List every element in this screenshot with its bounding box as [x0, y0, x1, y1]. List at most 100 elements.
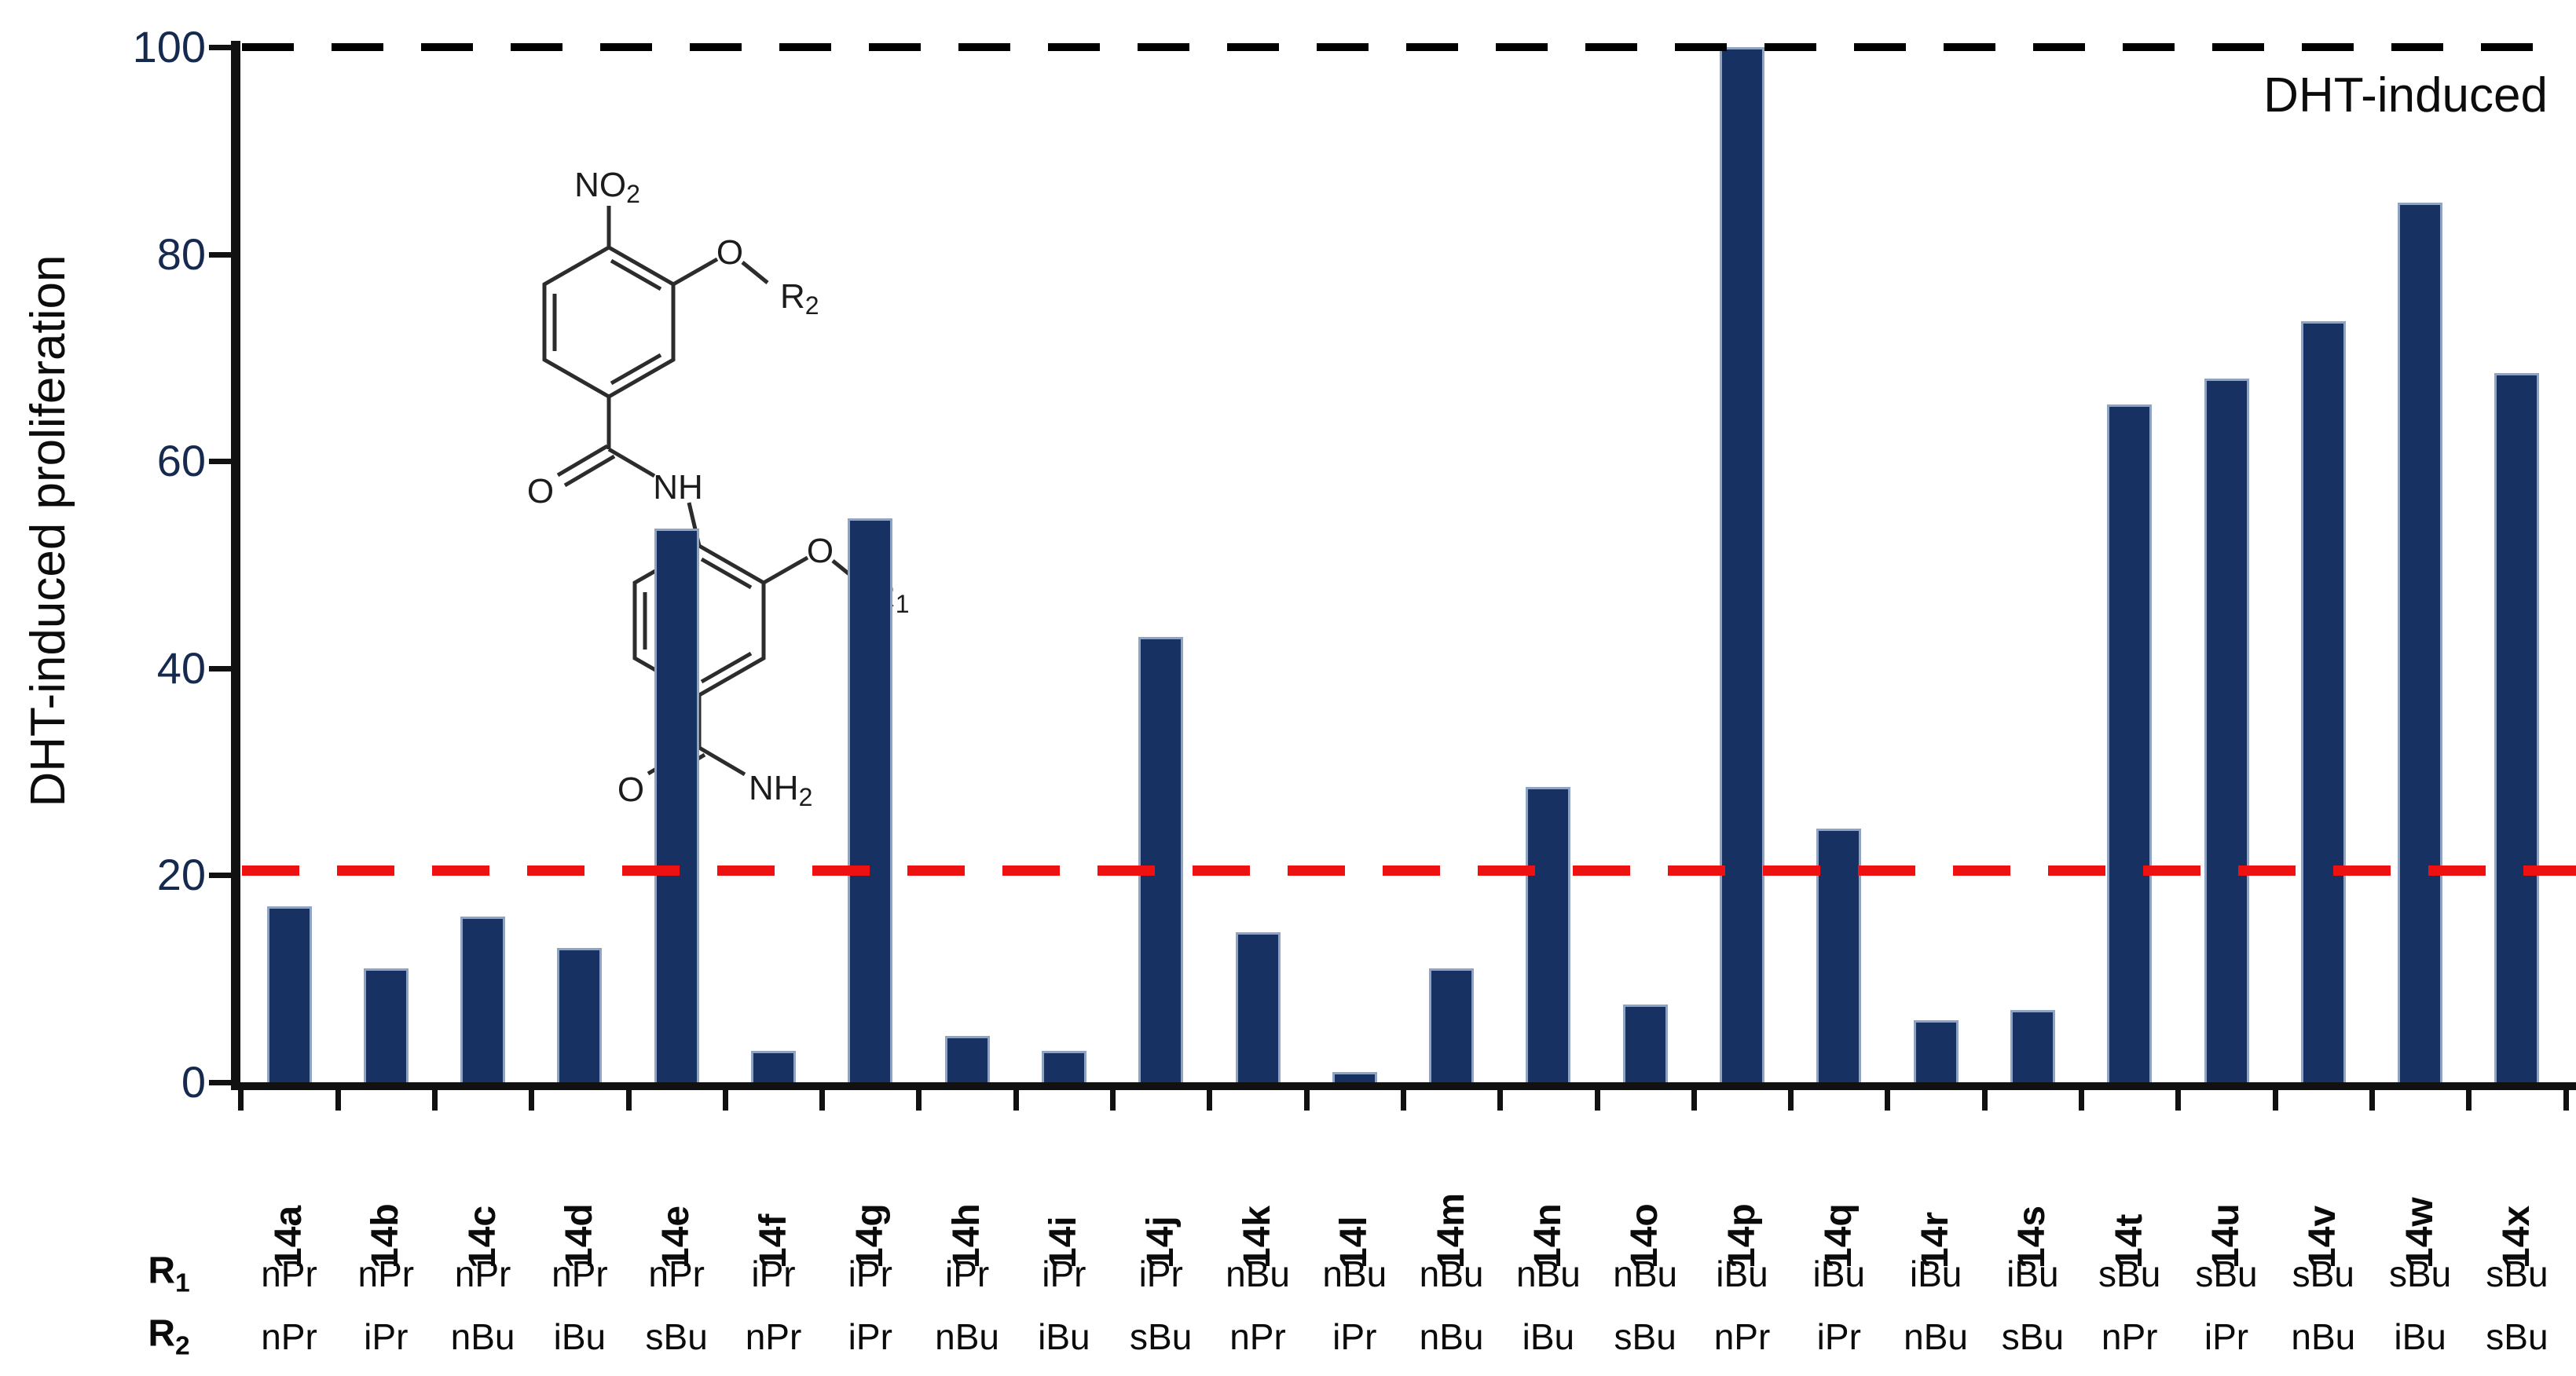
red-threshold-dashed-line	[242, 865, 2576, 876]
y-tick-label-0: 0	[181, 1057, 206, 1107]
r1-value-14a: nPr	[261, 1253, 317, 1294]
x-tick-mark	[529, 1090, 535, 1111]
category-label-14x: 14x	[2495, 1205, 2538, 1268]
category-label-14o: 14o	[1624, 1203, 1666, 1268]
x-axis-line	[231, 1082, 2576, 1090]
r2-value-14t: nPr	[2101, 1316, 2158, 1357]
bar-14g	[848, 518, 893, 1082]
r2-value-14i: iBu	[1038, 1316, 1090, 1357]
category-label-14k: 14k	[1237, 1205, 1278, 1268]
x-tick-mark	[238, 1090, 244, 1111]
r1-value-14k: nBu	[1226, 1253, 1290, 1294]
r2-value-14v: nBu	[2291, 1316, 2356, 1357]
category-label-14e: 14e	[655, 1205, 698, 1268]
r1-value-14m: nBu	[1419, 1253, 1484, 1294]
bar-14t	[2107, 404, 2153, 1082]
dht-100-dashed-line	[242, 43, 2567, 51]
r2-value-14f: nPr	[745, 1316, 802, 1357]
x-tick-mark	[1400, 1090, 1406, 1111]
ether-o-mid-label: O	[807, 532, 834, 570]
x-tick-mark	[1788, 1090, 1794, 1111]
r1-value-14x: sBu	[2486, 1253, 2549, 1294]
r2-value-14p: nPr	[1713, 1316, 1771, 1357]
category-label-14r: 14r	[1915, 1211, 1957, 1268]
r2-value-14g: iPr	[848, 1316, 892, 1357]
bar-14h	[944, 1035, 990, 1082]
category-label-14a: 14a	[268, 1205, 310, 1268]
r1-value-14v: sBu	[2292, 1253, 2354, 1294]
category-label-14n: 14n	[1526, 1203, 1569, 1268]
r2-value-14h: nBu	[935, 1316, 1000, 1357]
r2-header-sub: 2	[174, 1331, 190, 1361]
bar-14a	[266, 906, 312, 1082]
r2-value-14c: nBu	[450, 1316, 515, 1357]
category-label-14p: 14p	[1720, 1203, 1763, 1268]
r2-value-14q: iPr	[1816, 1316, 1861, 1357]
x-tick-mark	[722, 1090, 728, 1111]
y-tick-mark-60	[209, 459, 231, 465]
x-tick-mark	[2079, 1090, 2085, 1111]
r2-value-14u: iPr	[2204, 1316, 2249, 1357]
x-tick-mark	[1594, 1090, 1600, 1111]
x-tick-mark	[1885, 1090, 1891, 1111]
x-tick-mark	[916, 1090, 922, 1111]
x-tick-mark	[1013, 1090, 1019, 1111]
bar-14e	[654, 528, 699, 1082]
r1-value-14t: sBu	[2098, 1253, 2161, 1294]
r2-header-text: R	[148, 1312, 175, 1355]
x-tick-mark	[625, 1090, 632, 1111]
y-tick-mark-0	[209, 1080, 231, 1085]
r2-value-14m: nBu	[1419, 1316, 1484, 1357]
category-label-14v: 14v	[2302, 1205, 2344, 1268]
x-tick-mark	[1207, 1090, 1213, 1111]
r2-row-header: R2	[148, 1312, 189, 1362]
r1-value-14c: nPr	[454, 1253, 511, 1294]
r2-label: R2	[780, 277, 819, 320]
r1-header-sub: 1	[174, 1268, 190, 1298]
r2-value-14a: nPr	[261, 1316, 317, 1357]
nh2-label: NH2	[749, 769, 812, 811]
bar-14v	[2300, 321, 2346, 1082]
nh-label: NH	[653, 468, 703, 507]
r1-value-14g: iPr	[848, 1253, 892, 1294]
x-tick-mark	[335, 1090, 341, 1111]
r2-value-14e: sBu	[645, 1316, 708, 1357]
no2-label: NO2	[574, 166, 640, 208]
r2-value-14b: iPr	[364, 1316, 409, 1357]
r2-value-14x: sBu	[2486, 1316, 2549, 1357]
bar-14b	[363, 968, 409, 1082]
r2-value-14r: nBu	[1904, 1316, 1969, 1357]
y-tick-label-40: 40	[156, 642, 206, 693]
r2-value-14s: sBu	[2001, 1316, 2065, 1357]
x-tick-mark	[1110, 1090, 1116, 1111]
bar-14u	[2204, 378, 2249, 1082]
r1-value-14u: sBu	[2195, 1253, 2258, 1294]
y-tick-label-20: 20	[156, 850, 206, 900]
r2-value-14k: nPr	[1229, 1316, 1286, 1357]
x-tick-mark	[2175, 1090, 2182, 1111]
bar-14m	[1429, 968, 1475, 1082]
category-label-14l: 14l	[1333, 1216, 1376, 1268]
category-label-14j: 14j	[1139, 1216, 1182, 1268]
bar-14o	[1622, 1005, 1668, 1082]
category-label-14t: 14t	[2108, 1213, 2150, 1268]
x-tick-mark	[431, 1090, 438, 1111]
r1-value-14s: iBu	[2006, 1253, 2059, 1294]
x-tick-mark	[819, 1090, 826, 1111]
r1-value-14i: iPr	[1042, 1253, 1086, 1294]
bar-14x	[2494, 373, 2540, 1082]
r1-value-14j: iPr	[1138, 1253, 1183, 1294]
x-tick-mark	[1303, 1090, 1310, 1111]
bar-14c	[460, 917, 506, 1082]
category-label-14b: 14b	[365, 1203, 407, 1268]
r1-row-header: R1	[148, 1250, 189, 1299]
ether-o-top-label: O	[716, 233, 743, 272]
y-tick-label-60: 60	[156, 436, 206, 486]
r1-value-14h: iPr	[944, 1253, 990, 1294]
r2-value-14o: sBu	[1614, 1316, 1676, 1357]
r1-value-14r: iBu	[1909, 1253, 1962, 1294]
bar-14s	[2010, 1009, 2055, 1082]
r1-value-14b: nPr	[357, 1253, 415, 1294]
bar-14p	[1720, 47, 1764, 1082]
x-tick-mark	[1981, 1090, 1988, 1111]
